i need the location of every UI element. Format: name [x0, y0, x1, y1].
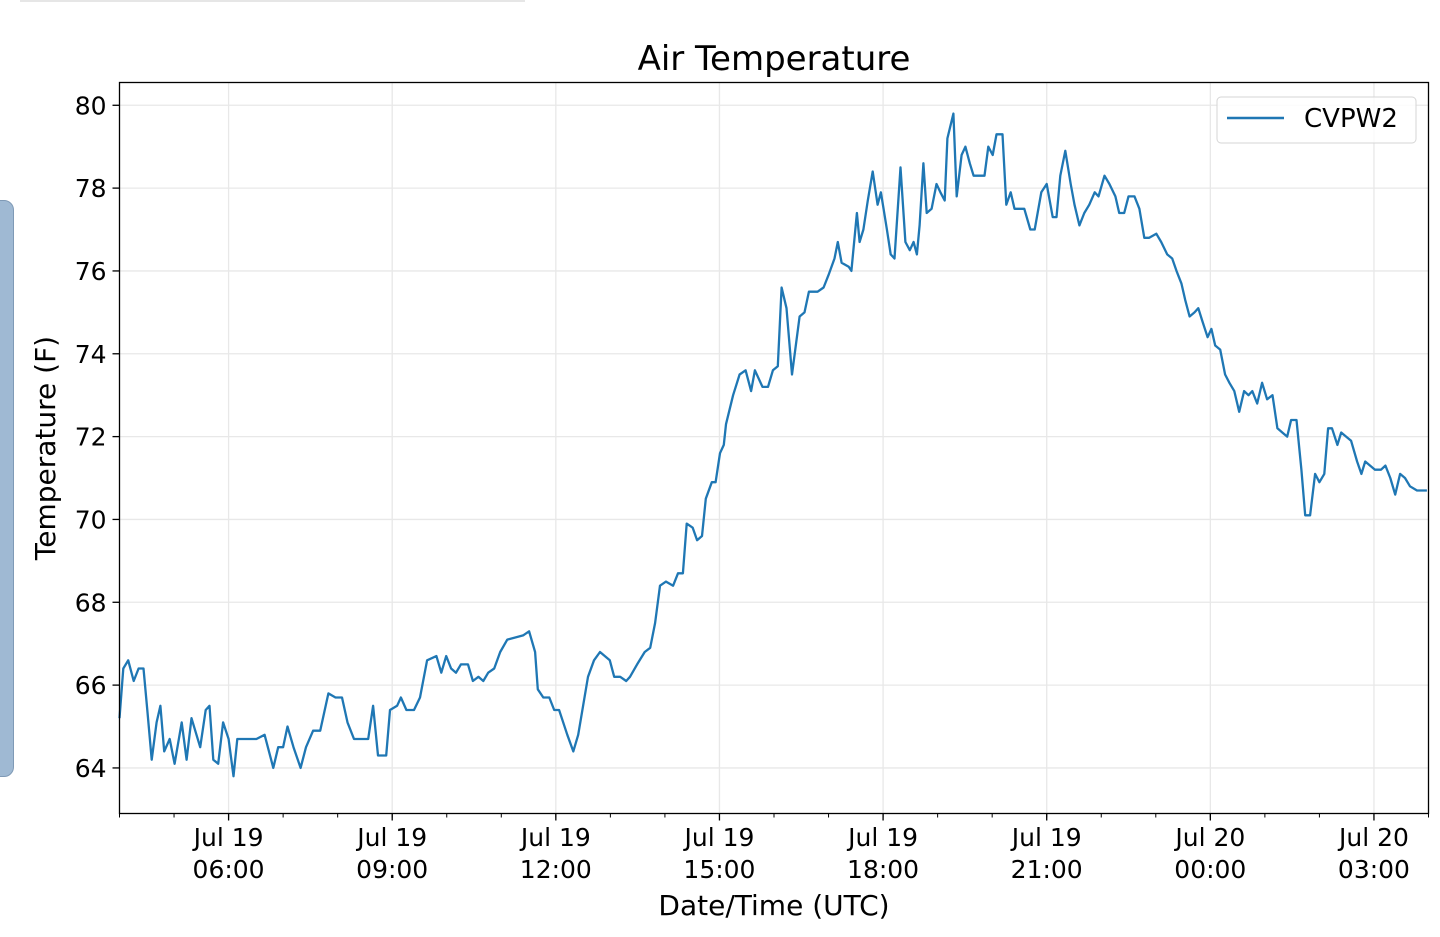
y-axis: 64 66 68 70 72 74 76 78 80 [75, 91, 120, 783]
x-tick-label-time: 18:00 [847, 855, 919, 884]
x-tick-label-date: Jul 19 [846, 823, 918, 852]
series-line-cvpw2 [118, 112, 1427, 778]
y-tick-label: 80 [75, 91, 107, 120]
x-tick-label-time: 21:00 [1011, 855, 1083, 884]
y-tick-label: 68 [75, 588, 107, 617]
x-tick-label-date: Jul 20 [1173, 823, 1245, 852]
x-tick-label-time: 12:00 [520, 855, 592, 884]
top-divider [20, 0, 525, 2]
y-tick-label: 64 [75, 754, 107, 783]
y-tick-label: 76 [75, 257, 107, 286]
x-tick-label-date: Jul 19 [519, 823, 591, 852]
x-tick-label-date: Jul 19 [192, 823, 264, 852]
x-tick-label-time: 00:00 [1174, 855, 1246, 884]
legend-box [1216, 96, 1417, 144]
grid-lines [119, 82, 1429, 814]
legend: CVPW2 [1216, 96, 1417, 144]
x-tick-label-date: Jul 19 [355, 823, 427, 852]
plot-frame [118, 81, 1430, 815]
y-tick-label: 72 [75, 423, 107, 452]
y-tick-label: 66 [75, 671, 107, 700]
y-tick-label: 74 [75, 340, 107, 369]
side-panel-edge [0, 200, 14, 777]
chart-title: Air Temperature [638, 39, 911, 79]
x-tick-label-time: 09:00 [356, 855, 428, 884]
series-layer [118, 112, 1427, 778]
x-tick-label-time: 06:00 [193, 855, 265, 884]
x-tick-label-date: Jul 19 [1010, 823, 1082, 852]
y-tick-label: 78 [75, 174, 107, 203]
y-axis-label: Temperature (F) [29, 336, 62, 561]
x-tick-label-time: 15:00 [683, 855, 755, 884]
y-tick-label: 70 [75, 505, 107, 534]
x-axis-label: Date/Time (UTC) [658, 889, 889, 922]
x-tick-label-date: Jul 20 [1337, 823, 1409, 852]
x-tick-label-time: 03:00 [1338, 855, 1410, 884]
legend-label: CVPW2 [1304, 104, 1398, 134]
x-axis: Jul 19 06:00 Jul 19 09:00 Jul 19 12:00 Jul 19 1… [119, 813, 1429, 884]
x-tick-label-date: Jul 19 [682, 823, 754, 852]
